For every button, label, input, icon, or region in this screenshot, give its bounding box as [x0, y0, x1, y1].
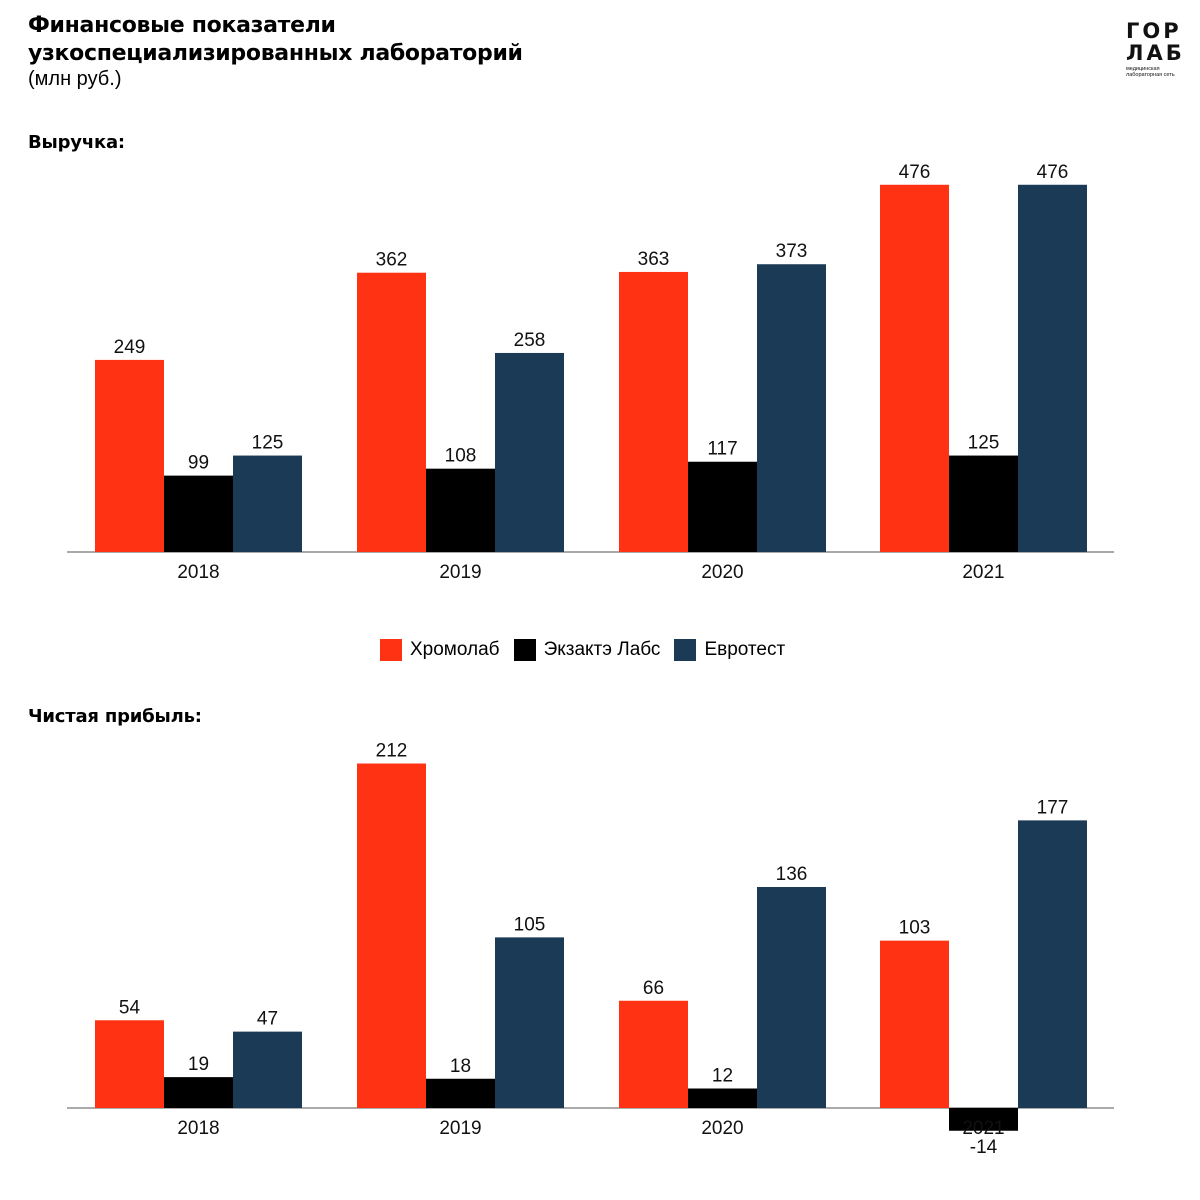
- bar: [619, 271, 688, 552]
- bar: [357, 763, 426, 1108]
- x-tick-label: 2018: [177, 1118, 219, 1139]
- legend-swatch: [674, 639, 697, 661]
- units-subtitle: (млн руб.): [28, 68, 122, 90]
- bar: [95, 359, 164, 552]
- bar: [757, 887, 826, 1108]
- data-label: 12: [712, 1066, 733, 1087]
- data-label: 125: [252, 433, 284, 454]
- legend-swatch: [380, 639, 402, 661]
- logo-tagline: медицинская лабораторная сеть: [1126, 66, 1175, 78]
- bar: [688, 1088, 757, 1108]
- legend-label: Экзактэ Лабс: [543, 639, 661, 660]
- legend-swatch: [513, 639, 536, 661]
- bar: [495, 352, 564, 552]
- bar: [688, 461, 757, 552]
- x-tick-label: 2019: [439, 562, 481, 583]
- data-label: 66: [643, 978, 664, 999]
- title-line-1: Финансовые показатели: [28, 13, 336, 38]
- bar: [426, 468, 495, 552]
- bar: [949, 455, 1018, 552]
- net-profit-chart: 54 19 47 2018 212 18 105 2019 66 12 136 2020 103 -14 1…: [67, 741, 1114, 1158]
- bar: [426, 1078, 495, 1108]
- data-label: 476: [1037, 162, 1069, 183]
- bar: [233, 455, 302, 552]
- x-tick-label: 2020: [701, 1118, 743, 1139]
- data-label: -14: [970, 1137, 998, 1158]
- bar: [357, 272, 426, 552]
- x-tick-label: 2018: [177, 562, 219, 583]
- revenue-chart: 249 99 125 2018 362 108 258 2019 363 117 373 2020 47…: [67, 162, 1114, 583]
- bar: [880, 184, 949, 552]
- gorlab-logo: ГОР ЛАБ: [1126, 20, 1182, 86]
- x-tick-label: 2021: [962, 562, 1004, 583]
- data-label: 103: [899, 918, 931, 939]
- data-label: 125: [968, 433, 1000, 454]
- data-label: 117: [707, 439, 737, 460]
- data-label: 258: [514, 330, 546, 351]
- data-label: 99: [188, 453, 209, 474]
- bar: [757, 264, 826, 552]
- data-label: 212: [376, 741, 408, 762]
- data-label: 476: [899, 162, 931, 183]
- legend-item: Хромолаб: [380, 639, 500, 661]
- data-label: 54: [119, 997, 141, 1018]
- chart-legend: Хромолаб Экзактэ Лабс Евротест: [380, 636, 789, 664]
- bar: [1018, 184, 1087, 552]
- bar: [495, 937, 564, 1108]
- profit-section-title: Чистая прибыль:: [28, 706, 202, 727]
- chart-title: Финансовые показатели узкоспециализирова…: [28, 12, 523, 68]
- data-label: 19: [188, 1054, 209, 1075]
- data-label: 47: [257, 1009, 278, 1030]
- bar: [95, 1020, 164, 1108]
- logo-line-2: ЛАБ: [1126, 41, 1185, 65]
- legend-item: Экзактэ Лабс: [513, 639, 661, 661]
- legend-label: Хромолаб: [410, 639, 500, 660]
- data-label: 249: [114, 337, 146, 358]
- data-label: 177: [1037, 797, 1069, 818]
- x-tick-label: 2020: [701, 562, 743, 583]
- bar: [880, 940, 949, 1108]
- data-label: 105: [514, 914, 546, 935]
- x-tick-label: 2019: [439, 1118, 481, 1139]
- revenue-section-title: Выручка:: [28, 132, 125, 153]
- data-label: 373: [776, 241, 808, 262]
- title-line-2: узкоспециализированных лабораторий: [28, 41, 523, 66]
- legend-item: Евротест: [674, 639, 785, 661]
- logo-line-1: ГОР: [1126, 19, 1182, 43]
- bar: [164, 1077, 233, 1108]
- data-label: 108: [445, 446, 477, 467]
- bar: [1018, 820, 1087, 1108]
- data-label: 136: [776, 864, 808, 885]
- legend-label: Евротест: [704, 639, 786, 660]
- data-label: 362: [376, 250, 408, 271]
- data-label: 363: [638, 249, 670, 270]
- bar: [164, 475, 233, 552]
- bar: [233, 1031, 302, 1108]
- bar: [949, 1108, 1018, 1131]
- data-label: 18: [450, 1056, 471, 1077]
- x-tick-label: 2021: [962, 1118, 1004, 1139]
- bar: [619, 1000, 688, 1108]
